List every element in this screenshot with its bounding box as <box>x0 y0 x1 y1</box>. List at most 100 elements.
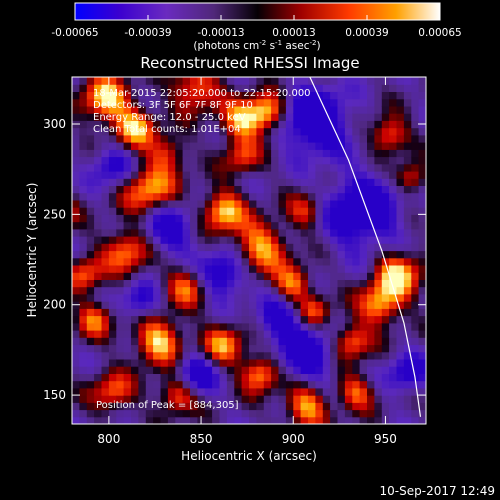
heatmap-cell <box>293 402 302 411</box>
heatmap-cell <box>226 293 235 302</box>
heatmap-cell <box>300 207 309 215</box>
heatmap-cell <box>123 402 132 411</box>
heatmap-cell <box>315 250 324 259</box>
heatmap-cell <box>72 142 80 150</box>
heatmap-cell <box>359 149 368 158</box>
heatmap-cell <box>322 330 331 338</box>
heatmap-cell <box>145 265 154 273</box>
heatmap-cell <box>389 77 398 85</box>
heatmap-cell <box>204 387 213 396</box>
heatmap-cell <box>116 358 125 367</box>
heatmap-cell <box>308 243 316 252</box>
heatmap-cell <box>160 134 169 143</box>
heatmap-cell <box>160 315 169 324</box>
heatmap-cell <box>249 77 257 85</box>
heatmap-cell <box>367 387 375 396</box>
heatmap-cell <box>190 192 198 201</box>
heatmap-cell <box>263 156 272 165</box>
heatmap-cell <box>308 105 316 114</box>
heatmap-cell <box>293 265 302 273</box>
heatmap-cell <box>153 178 162 186</box>
heatmap-cell <box>403 301 412 309</box>
heatmap-cell <box>226 344 235 353</box>
heatmap-cell <box>411 337 420 346</box>
heatmap-cell <box>249 134 257 143</box>
heatmap-cell <box>263 293 272 302</box>
heatmap-cell <box>212 380 221 389</box>
heatmap-cell <box>212 308 221 317</box>
heatmap-cell <box>315 105 324 114</box>
heatmap-cell <box>190 257 198 266</box>
heatmap-cell <box>308 163 316 172</box>
heatmap-cell <box>403 265 412 273</box>
heatmap-cell <box>79 380 88 389</box>
heatmap-cell <box>175 199 184 208</box>
heatmap-cell <box>411 279 420 288</box>
heatmap-cell <box>396 416 405 424</box>
heatmap-cell <box>367 127 375 136</box>
heatmap-cell <box>249 337 257 346</box>
heatmap-cell <box>219 308 228 317</box>
heatmap-cell <box>94 199 103 208</box>
heatmap-cell <box>101 236 110 244</box>
heatmap-cell <box>322 265 331 273</box>
heatmap-cell <box>374 113 383 121</box>
heatmap-cell <box>138 395 147 403</box>
heatmap-cell <box>241 373 250 382</box>
heatmap-cell <box>234 156 243 165</box>
heatmap-cell <box>352 286 361 295</box>
heatmap-cell <box>308 286 316 295</box>
heatmap-cell <box>101 358 110 367</box>
heatmap-cell <box>344 366 353 374</box>
heatmap-cell <box>418 163 426 172</box>
heatmap-cell <box>94 221 103 230</box>
heatmap-cell <box>263 77 272 85</box>
heatmap-cell <box>330 315 339 324</box>
heatmap-cell <box>293 134 302 143</box>
heatmap-cell <box>322 156 331 165</box>
heatmap-cell <box>160 192 169 201</box>
heatmap-cell <box>359 257 368 266</box>
heatmap-cell <box>389 214 398 223</box>
heatmap-cell <box>352 358 361 367</box>
heatmap-cell <box>204 221 213 230</box>
heatmap-cell <box>359 156 368 165</box>
heatmap-cell <box>190 250 198 259</box>
heatmap-cell <box>256 142 265 150</box>
heatmap-cell <box>190 207 198 215</box>
heatmap-cell <box>138 257 147 266</box>
heatmap-cell <box>108 178 117 186</box>
heatmap-cell <box>411 178 420 186</box>
heatmap-cell <box>153 171 162 179</box>
heatmap-cell <box>315 84 324 92</box>
heatmap-cell <box>352 163 361 172</box>
heatmap-cell <box>145 134 154 143</box>
heatmap-cell <box>330 257 339 266</box>
heatmap-cell <box>145 98 154 107</box>
heatmap-cell <box>182 409 191 418</box>
heatmap-cell <box>278 163 287 172</box>
heatmap-cell <box>293 214 302 223</box>
heatmap-cell <box>381 149 390 158</box>
heatmap-cell <box>352 293 361 302</box>
heatmap-cell <box>219 113 228 121</box>
heatmap-cell <box>241 171 250 179</box>
heatmap-cell <box>256 134 265 143</box>
heatmap-cell <box>197 221 206 230</box>
heatmap-cell <box>359 236 368 244</box>
heatmap-cell <box>344 91 353 100</box>
heatmap-cell <box>330 243 339 252</box>
heatmap-cell <box>145 171 154 179</box>
heatmap-cell <box>263 178 272 186</box>
heatmap-cell <box>315 409 324 418</box>
heatmap-cell <box>278 149 287 158</box>
heatmap-cell <box>344 337 353 346</box>
heatmap-cell <box>219 91 228 100</box>
heatmap-cell <box>219 149 228 158</box>
heatmap-cell <box>249 293 257 302</box>
heatmap-cell <box>160 344 169 353</box>
heatmap-cell <box>256 91 265 100</box>
heatmap-cell <box>374 84 383 92</box>
heatmap-cell <box>116 127 125 136</box>
heatmap-cell <box>374 134 383 143</box>
